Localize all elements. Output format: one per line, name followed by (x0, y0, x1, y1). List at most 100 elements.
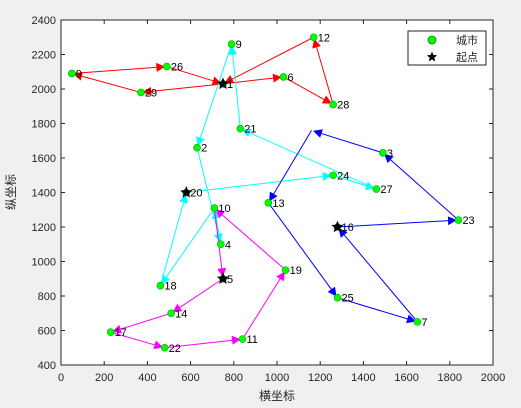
city-label: 22 (169, 343, 181, 355)
city-point (329, 171, 337, 180)
start-point-star (216, 77, 230, 90)
route-segment (283, 76, 332, 104)
city-label: 10 (218, 203, 230, 215)
city-label: 26 (171, 62, 183, 74)
route-segment (71, 62, 166, 74)
route-segment (383, 153, 459, 221)
city-label: 14 (175, 308, 187, 320)
city-label: 29 (145, 87, 157, 99)
x-tick-label: 2000 (481, 372, 505, 384)
route-segment (186, 172, 332, 193)
start-point-star (216, 272, 230, 285)
route-segment (215, 209, 286, 271)
city-label: 20 (190, 188, 202, 200)
x-tick-label: 1000 (265, 372, 289, 384)
route-segment (73, 71, 142, 93)
city-point (264, 199, 273, 207)
city-label: 25 (341, 293, 353, 305)
x-tick-label: 1800 (438, 372, 462, 384)
y-tick-label: 2400 (32, 15, 56, 27)
city-label: 2 (201, 143, 207, 155)
city-point (236, 124, 245, 133)
plot-area (60, 19, 494, 366)
city-label: 21 (244, 124, 256, 136)
city-label: 9 (76, 68, 82, 80)
route-segment (337, 297, 416, 324)
start-point-star (180, 186, 193, 198)
city-label: 11 (246, 334, 257, 346)
x-tick-label: 400 (138, 372, 156, 384)
x-tick-label: 200 (95, 372, 113, 384)
y-tick-label: 1400 (32, 188, 56, 200)
y-tick-label: 800 (38, 291, 56, 303)
city-label: 5 (227, 274, 233, 286)
city-point (413, 318, 422, 326)
city-label: 19 (290, 265, 302, 277)
route-segment (241, 128, 377, 190)
city-point (372, 185, 381, 193)
route-segment (161, 207, 215, 285)
y-tick-label: 2000 (32, 84, 56, 96)
city-label: 27 (380, 184, 392, 196)
route-segment (267, 202, 337, 297)
city-point (210, 204, 219, 212)
city-point (163, 62, 171, 71)
city-point (167, 309, 175, 318)
route-segment (312, 129, 383, 154)
city-label: 9 (236, 39, 242, 51)
y-tick-label: 2200 (32, 50, 56, 62)
route-segment (196, 43, 233, 147)
route-segment (159, 193, 188, 286)
route-segment (242, 271, 285, 340)
legend-box (407, 30, 487, 66)
route-segment (166, 66, 222, 86)
city-label: 1 (227, 79, 233, 91)
route-segment (337, 216, 457, 228)
x-axis-label: 横坐标 (259, 389, 295, 403)
city-label: 16 (341, 222, 353, 234)
city-point (227, 40, 236, 48)
route-segment (110, 331, 164, 350)
legend-start-label: 起点 (456, 51, 478, 64)
city-label: 17 (115, 327, 127, 339)
route-segment (312, 38, 334, 105)
city-point (160, 343, 169, 352)
legend-city-label: 城市 (456, 33, 478, 47)
city-point (379, 149, 387, 157)
x-tick-label: 1200 (308, 372, 332, 384)
y-tick-label: 1800 (32, 119, 56, 131)
city-labels: 12 34567991011121314161718192021222324252… (76, 32, 475, 355)
city-label: 28 (337, 100, 349, 112)
route-lines (71, 36, 459, 350)
route-segment (228, 45, 241, 129)
route-segment (164, 335, 241, 349)
y-axis-label: 纵坐标 (4, 174, 18, 210)
city-point (137, 88, 145, 97)
city-point (333, 293, 342, 302)
route-segment (112, 312, 172, 334)
route-segment (224, 36, 314, 84)
city-point (238, 335, 247, 343)
route-segment (142, 83, 224, 96)
y-tick-label: 1000 (32, 257, 56, 269)
x-tick-label: 600 (181, 372, 199, 384)
city-label: 24 (337, 170, 349, 182)
x-tick-label: 1400 (351, 372, 375, 384)
city-point (106, 328, 115, 337)
y-tick-label: 600 (38, 326, 56, 338)
route-segment (269, 130, 312, 202)
city-point (217, 240, 225, 249)
city-point (279, 73, 288, 81)
route-segment (338, 228, 418, 323)
city-label: 4 (225, 239, 231, 251)
y-tick-label: 1600 (32, 153, 56, 165)
x-tick-label: 0 (58, 372, 64, 384)
legend: 城市 起点 (407, 30, 487, 66)
route-segment (172, 278, 224, 313)
route-segment (333, 174, 375, 191)
x-tick-label: 800 (225, 372, 243, 384)
legend-start-marker (426, 51, 438, 62)
city-label: 12 (318, 32, 330, 44)
axis-ticks: 0 200 400 600 800 1000 1200 1400 1600 1800 2000400… (32, 15, 506, 384)
